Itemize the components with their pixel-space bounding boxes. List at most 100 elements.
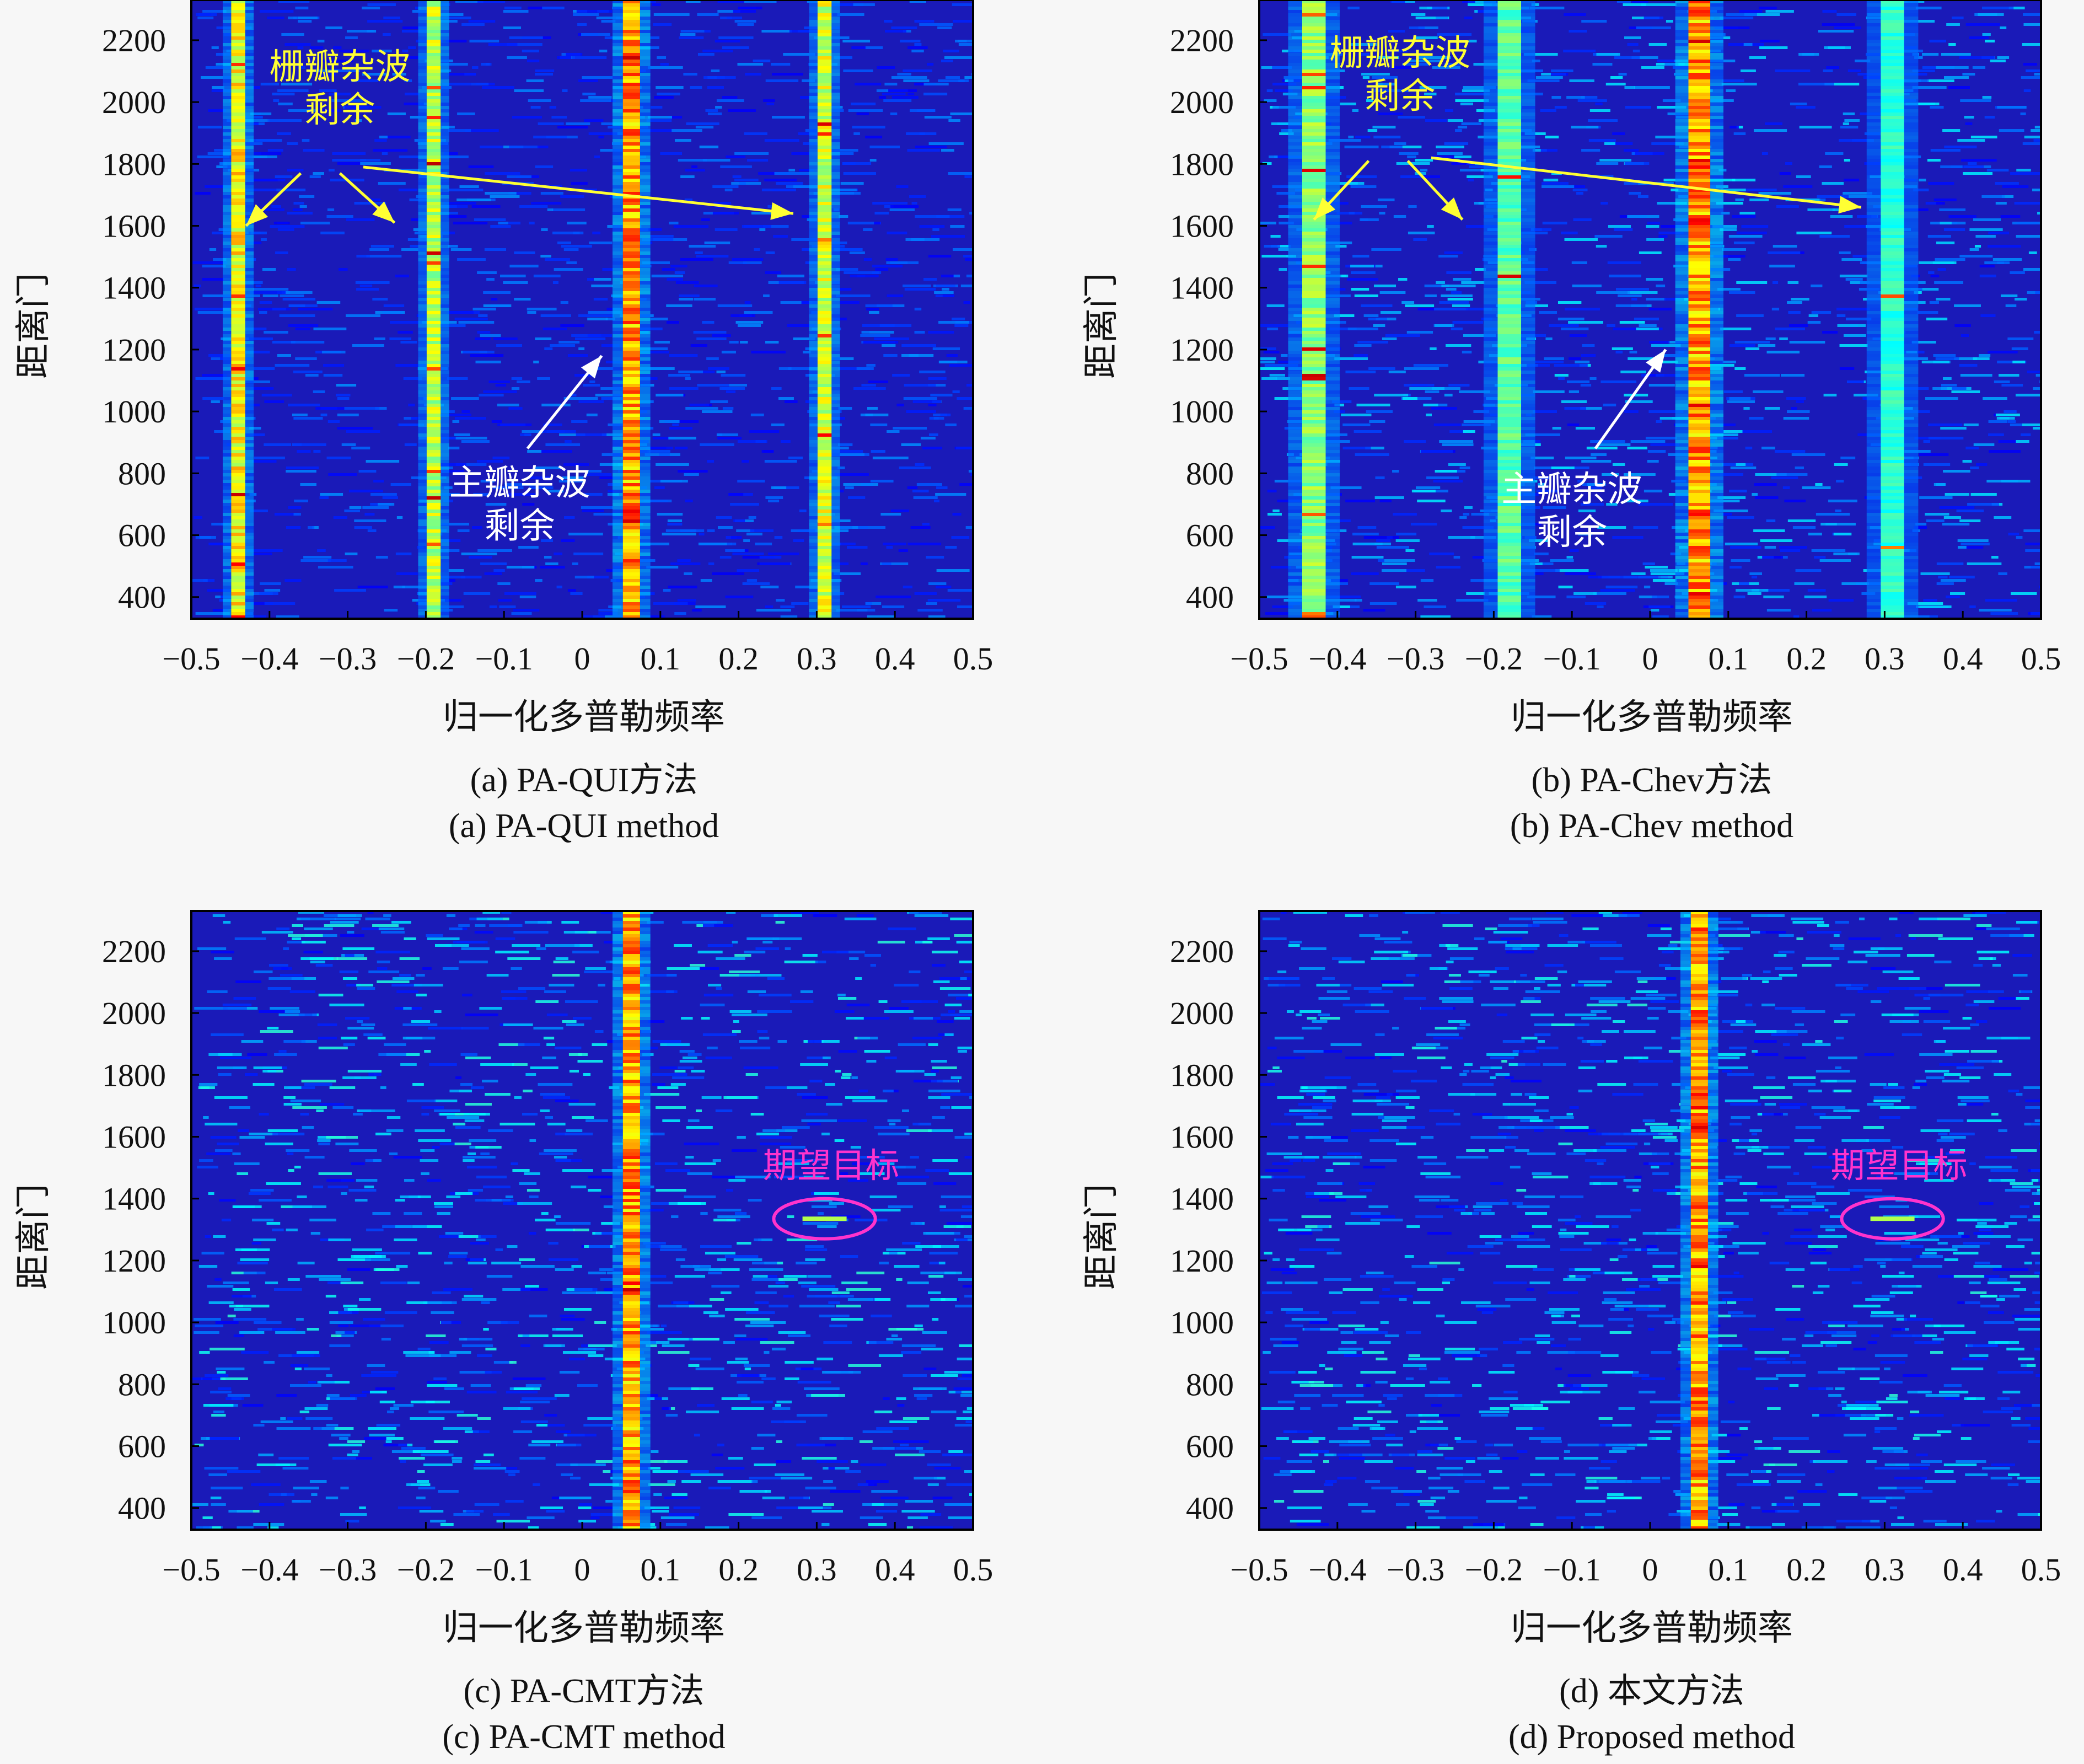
stripe-halo xyxy=(418,430,427,433)
stripe-halo xyxy=(223,549,231,553)
noise-cell xyxy=(1439,440,1473,443)
stripe-cell xyxy=(231,26,245,30)
stripe-halo xyxy=(809,7,818,10)
stripe-halo xyxy=(640,457,651,460)
stripe-halo xyxy=(418,357,427,361)
stripe-halo xyxy=(223,516,231,519)
stripe-halo xyxy=(640,50,651,53)
stripe-halo xyxy=(245,460,254,463)
noise-cell xyxy=(765,139,799,142)
noise-cell xyxy=(928,599,960,602)
stripe-cell xyxy=(427,364,441,367)
stripe-cell xyxy=(818,96,832,99)
stripe-halo xyxy=(809,40,818,43)
stripe-halo xyxy=(831,195,840,199)
noise-cell xyxy=(271,205,281,208)
stripe-halo xyxy=(640,493,651,496)
stripe-cell xyxy=(231,490,245,493)
noise-cell xyxy=(908,543,942,545)
stripe-cell xyxy=(818,460,832,463)
stripe-cell xyxy=(427,232,441,235)
noise-cell xyxy=(1436,17,1448,19)
stripe-halo xyxy=(418,443,427,447)
stripe-cell xyxy=(427,605,441,609)
stripe-halo xyxy=(441,218,449,222)
stripe-halo xyxy=(613,232,623,235)
noise-cell xyxy=(1989,450,2021,453)
stripe-halo xyxy=(831,288,840,291)
stripe-halo xyxy=(441,543,449,546)
noise-cell xyxy=(1772,308,1779,310)
stripe-halo xyxy=(613,63,623,66)
stripe-halo xyxy=(831,275,840,278)
stripe-halo xyxy=(418,79,427,83)
stripe-halo xyxy=(613,172,623,175)
noise-cell xyxy=(1843,112,1855,115)
stripe-halo xyxy=(613,457,623,460)
noise-cell xyxy=(1388,30,1405,33)
noise-cell xyxy=(696,126,713,128)
stripe-halo xyxy=(809,109,818,112)
stripe-cell xyxy=(818,609,832,612)
noise-cell xyxy=(298,17,318,19)
stripe-halo xyxy=(809,26,818,30)
stripe-cell xyxy=(623,122,640,126)
stripe-cell xyxy=(818,225,832,228)
stripe-cell xyxy=(623,202,640,205)
stripe-cell xyxy=(427,189,441,192)
stripe-halo xyxy=(809,23,818,26)
noise-cell xyxy=(322,351,346,353)
stripe-cell xyxy=(231,3,245,7)
stripe-halo xyxy=(640,496,651,500)
stripe-halo xyxy=(640,26,651,30)
stripe-halo xyxy=(831,476,840,480)
noise-cell xyxy=(1409,26,1425,29)
stripe-halo xyxy=(223,301,231,304)
noise-cell xyxy=(1754,483,1777,486)
stripe-halo xyxy=(245,7,254,10)
stripe-cell xyxy=(231,17,245,20)
stripe-halo xyxy=(831,93,840,96)
noise-cell xyxy=(677,559,690,562)
noise-cell xyxy=(657,513,683,516)
noise-cell xyxy=(1986,480,2018,482)
noise-cell xyxy=(1361,73,1390,76)
noise-cell xyxy=(451,397,479,400)
stripe-cell xyxy=(427,73,441,76)
noise-cell xyxy=(1822,331,1838,334)
stripe-cell xyxy=(427,251,441,255)
noise-cell xyxy=(1644,490,1662,492)
stripe-halo xyxy=(223,152,231,156)
noise-cell xyxy=(696,337,726,340)
stripe-halo xyxy=(640,328,651,331)
stripe-cell xyxy=(623,149,640,152)
stripe-halo xyxy=(441,447,449,450)
stripe-halo xyxy=(441,288,449,291)
noise-cell xyxy=(522,50,539,52)
stripe-halo xyxy=(245,129,254,132)
stripe-halo xyxy=(613,20,623,23)
noise-cell xyxy=(485,572,502,575)
noise-cell xyxy=(469,40,499,42)
stripe-cell xyxy=(623,533,640,536)
stripe-halo xyxy=(418,149,427,152)
stripe-halo xyxy=(441,195,449,199)
noise-cell xyxy=(891,510,909,512)
noise-cell xyxy=(1340,103,1356,105)
stripe-halo xyxy=(831,500,840,503)
stripe-cell xyxy=(427,440,441,443)
stripe-halo xyxy=(613,331,623,334)
stripe-halo xyxy=(640,17,651,20)
noise-cell xyxy=(367,20,402,23)
stripe-halo xyxy=(223,364,231,367)
noise-cell xyxy=(1462,351,1472,353)
noise-cell xyxy=(2032,189,2054,191)
stripe-halo xyxy=(418,159,427,162)
stripe-halo xyxy=(640,592,651,596)
noise-cell xyxy=(781,440,791,443)
stripe-cell xyxy=(818,536,832,539)
stripe-halo xyxy=(441,592,449,596)
stripe-halo xyxy=(613,486,623,490)
stripe-halo xyxy=(640,364,651,367)
